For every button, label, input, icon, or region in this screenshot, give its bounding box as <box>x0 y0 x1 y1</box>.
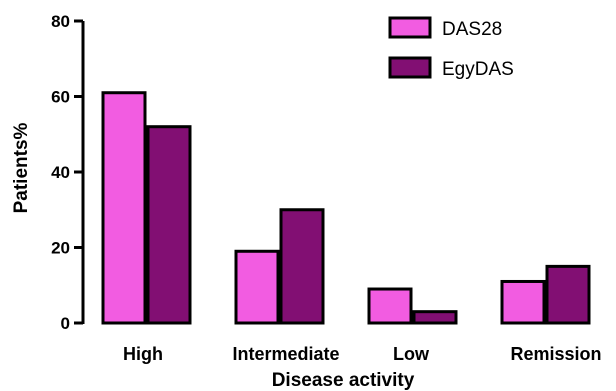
legend-label-das28: DAS28 <box>442 19 502 40</box>
legend: DAS28 EgyDAS <box>388 16 514 80</box>
x-axis-labels: High Intermediate Low Remission <box>123 344 602 364</box>
bar-egydas-remission <box>545 264 591 325</box>
x-tick-label: Low <box>393 344 430 364</box>
bar-das28-high <box>101 91 147 325</box>
y-tick-label: 0 <box>61 314 70 333</box>
bar-egydas-high <box>146 125 192 325</box>
legend-swatch-das28 <box>388 16 432 39</box>
x-tick-label: Remission <box>510 344 601 364</box>
legend-label-egydas: EgyDAS <box>442 59 514 80</box>
bar-egydas-intermediate <box>279 208 325 325</box>
bars <box>101 91 591 325</box>
y-tick-label: 80 <box>51 12 70 31</box>
y-tick-label: 40 <box>51 163 70 182</box>
y-axis: 0 20 40 60 80 <box>51 12 85 333</box>
x-axis-title: Disease activity <box>272 370 415 391</box>
y-axis-title: Patients% <box>11 122 32 213</box>
bar-das28-intermediate <box>234 249 280 325</box>
bar-das28-remission <box>500 279 546 325</box>
x-tick-label: High <box>123 344 163 364</box>
bar-egydas-low <box>412 310 458 325</box>
bar-das28-low <box>367 287 413 325</box>
y-tick-label: 60 <box>51 88 70 107</box>
y-tick-label: 20 <box>51 239 70 258</box>
legend-swatch-egydas <box>388 56 432 79</box>
x-tick-label: Intermediate <box>232 344 339 364</box>
